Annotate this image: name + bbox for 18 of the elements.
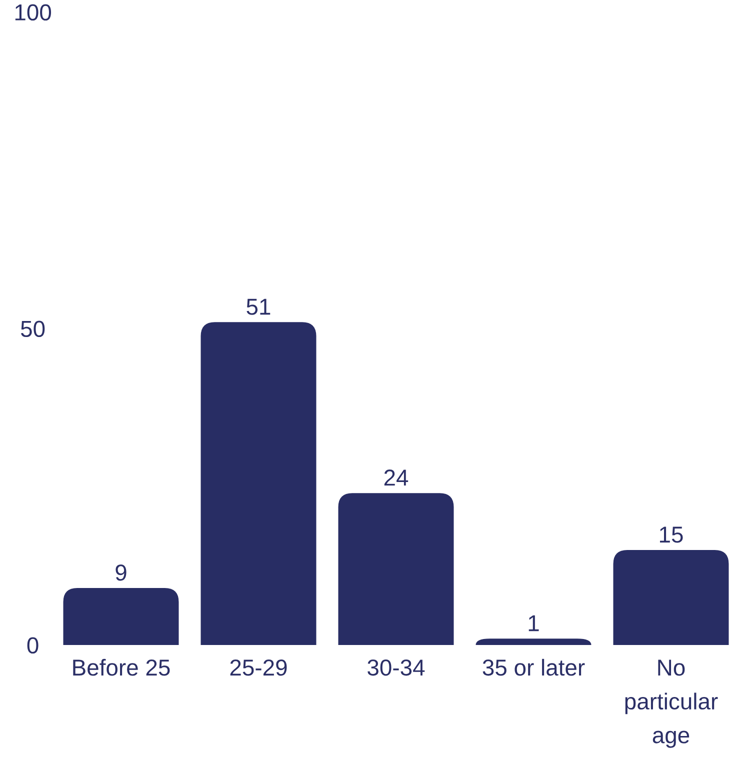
data-label: 1 bbox=[528, 615, 539, 632]
y-tick-label: 0 bbox=[27, 637, 38, 654]
bar bbox=[63, 588, 179, 645]
bar bbox=[476, 638, 592, 645]
data-label: 9 bbox=[116, 564, 126, 581]
x-tick-label: 35 or later bbox=[482, 658, 585, 676]
x-tick-label: No particular age bbox=[625, 660, 718, 748]
x-tick-label: 25-29 bbox=[230, 659, 287, 676]
y-tick-label: 100 bbox=[15, 4, 52, 21]
data-label: 24 bbox=[384, 470, 408, 486]
data-label: 51 bbox=[246, 298, 270, 315]
bar bbox=[200, 322, 316, 645]
bar bbox=[338, 493, 454, 645]
y-tick-label: 50 bbox=[20, 320, 45, 338]
x-tick-label: Before 25 bbox=[73, 658, 170, 676]
x-tick-label: 30-34 bbox=[368, 659, 425, 676]
data-label: 15 bbox=[660, 526, 683, 543]
bar bbox=[613, 550, 729, 645]
